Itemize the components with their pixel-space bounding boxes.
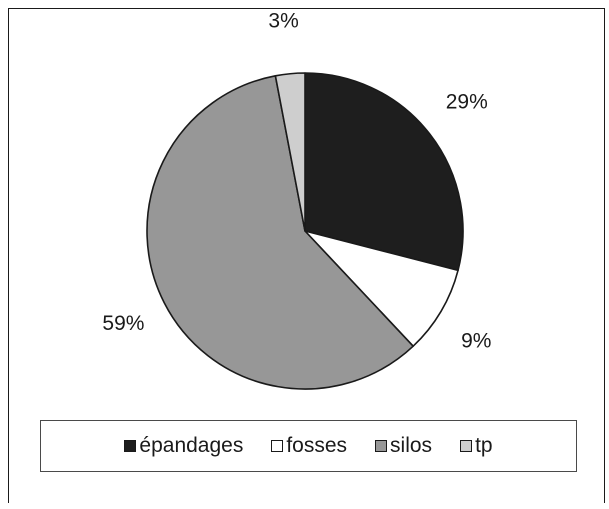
- legend-swatch-epandages: [124, 440, 137, 452]
- legend-label-tp: tp: [475, 434, 493, 457]
- legend-swatch-silos: [375, 440, 388, 452]
- data-label-tp: 3%: [268, 9, 298, 32]
- legend-item-tp: tp: [460, 434, 493, 458]
- legend-item-fosses: fosses: [271, 434, 347, 458]
- pie-slices: [146, 72, 464, 390]
- legend-label-silos: silos: [390, 434, 433, 457]
- pie-slice-silos: [146, 74, 414, 390]
- legend-item-epandages: épandages: [124, 434, 243, 458]
- legend-item-silos: silos: [375, 434, 432, 458]
- pie-labels: 29% 9% 59% 3%: [102, 9, 491, 352]
- pie-slice-fosses: [304, 230, 459, 347]
- pie-slice-tp: [274, 72, 306, 232]
- legend-label-epandages: épandages: [139, 434, 244, 457]
- data-label-fosses: 9%: [461, 329, 491, 352]
- legend-swatch-tp: [460, 440, 473, 452]
- data-label-epandages: 29%: [446, 90, 488, 113]
- data-label-silos: 59%: [102, 312, 144, 335]
- pie-slice-epandages: [304, 72, 464, 272]
- legend: épandages fosses silos tp: [40, 420, 577, 472]
- legend-label-fosses: fosses: [286, 434, 348, 457]
- legend-swatch-fosses: [271, 440, 284, 452]
- chart-frame: [8, 8, 605, 503]
